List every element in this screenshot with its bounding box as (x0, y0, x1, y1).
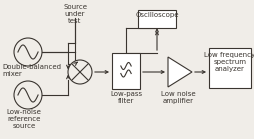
Bar (209, 48, 251, 88)
Circle shape (14, 81, 42, 109)
Text: Double-balanced
mixer: Double-balanced mixer (2, 64, 61, 77)
Text: Low-noise
reference
source: Low-noise reference source (7, 109, 41, 129)
Text: Low frequency
spectrum
analyzer: Low frequency spectrum analyzer (204, 52, 254, 72)
Text: Oscilloscope: Oscilloscope (135, 12, 179, 18)
Bar (112, 53, 140, 89)
Bar (138, 10, 176, 28)
Polygon shape (168, 57, 192, 87)
Text: Low noise
amplifier: Low noise amplifier (161, 91, 195, 104)
Text: Source
under
test: Source under test (63, 4, 87, 24)
Circle shape (14, 38, 42, 66)
Text: Low-pass
filter: Low-pass filter (110, 91, 142, 104)
Circle shape (68, 60, 92, 84)
